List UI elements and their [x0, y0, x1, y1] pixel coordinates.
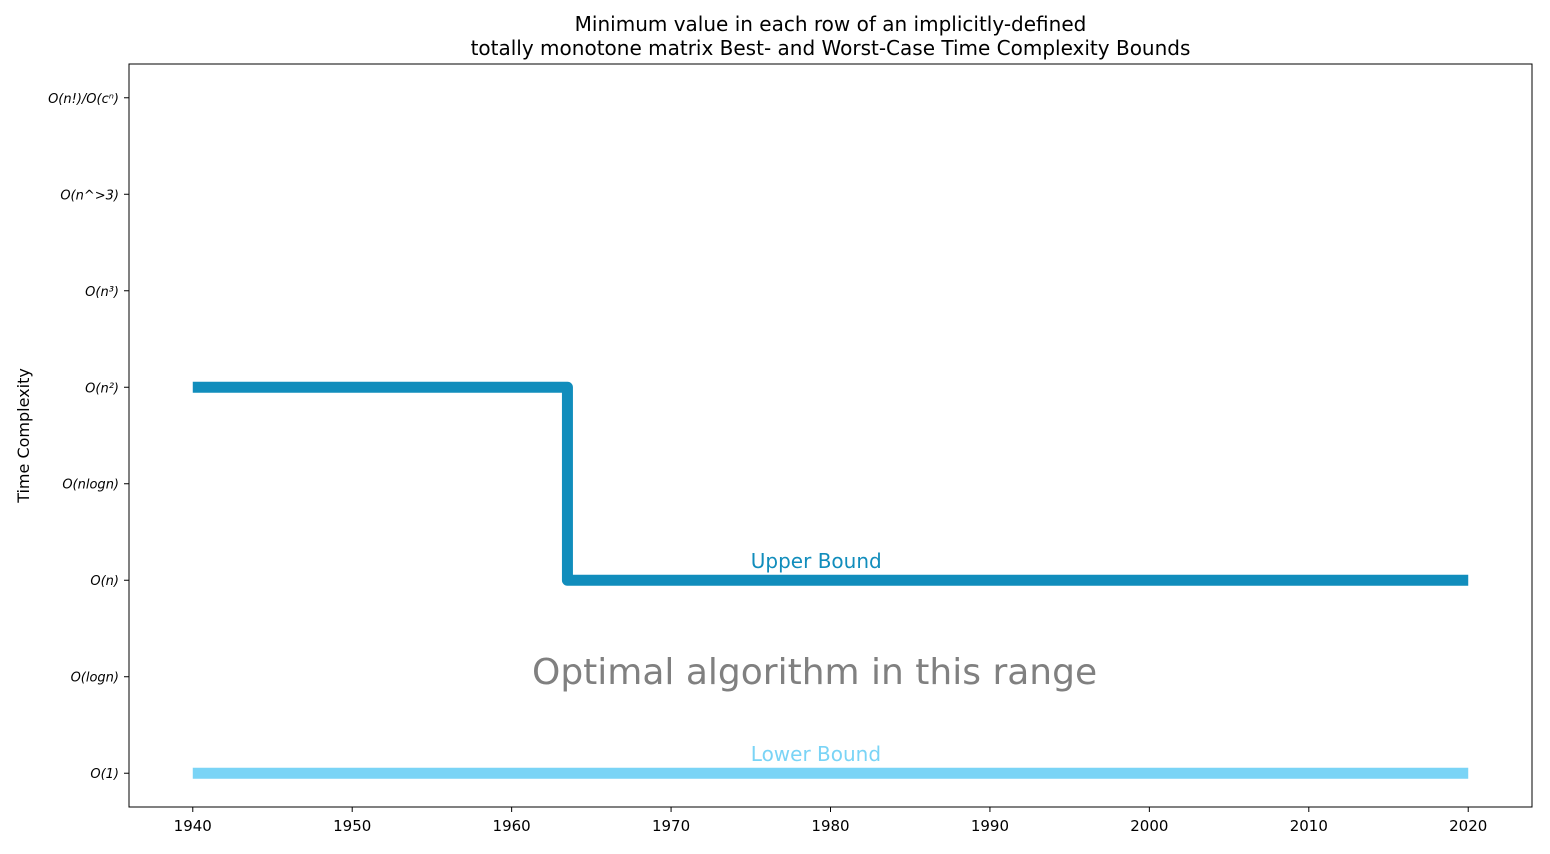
series-label-lower-bound: Lower Bound	[751, 742, 881, 766]
y-tick-label: O(n)	[90, 574, 119, 589]
axes: 1940 1950 1960 1970 1980 1990 2000 2010 2020 O(1)…	[14, 63, 1533, 835]
y-tick-label: O(n^>3)	[60, 188, 119, 203]
x-tick-label: 1980	[811, 817, 849, 835]
series-area	[192, 381, 1469, 779]
plot-frame	[128, 63, 1533, 808]
y-tick-label: O(1)	[90, 767, 119, 782]
series-label-upper-bound: Upper Bound	[751, 549, 882, 573]
title-line-1: Minimum value in each row of an implicit…	[575, 12, 1087, 36]
labels-area: Upper Bound Lower Bound Optimal algorithm …	[532, 549, 1097, 766]
x-tick-label: 2000	[1130, 817, 1168, 835]
y-tick-label: O(n!)/O(cⁿ)	[48, 92, 119, 107]
y-tick-label: O(nlogn)	[62, 478, 119, 493]
x-tick-label: 1990	[971, 817, 1009, 835]
x-tick-label: 2010	[1290, 817, 1328, 835]
y-axis-label: Time Complexity	[14, 368, 33, 504]
x-tick-label: 1960	[493, 817, 531, 835]
chart-title: Minimum value in each row of an implicit…	[471, 12, 1191, 60]
title-line-2: totally monotone matrix Best- and Worst-…	[471, 36, 1191, 60]
x-tick-label: 1940	[174, 817, 212, 835]
y-tick-label: O(n³)	[85, 285, 119, 300]
x-tick-label: 2020	[1449, 817, 1487, 835]
series-line-upper-bound	[192, 381, 1469, 586]
y-tick-label: O(logn)	[71, 671, 119, 686]
x-tick-label: 1970	[652, 817, 690, 835]
x-tick-label: 1950	[333, 817, 371, 835]
y-tick-label: O(n²)	[85, 381, 119, 396]
annotation-optimal-range: Optimal algorithm in this range	[532, 652, 1097, 693]
